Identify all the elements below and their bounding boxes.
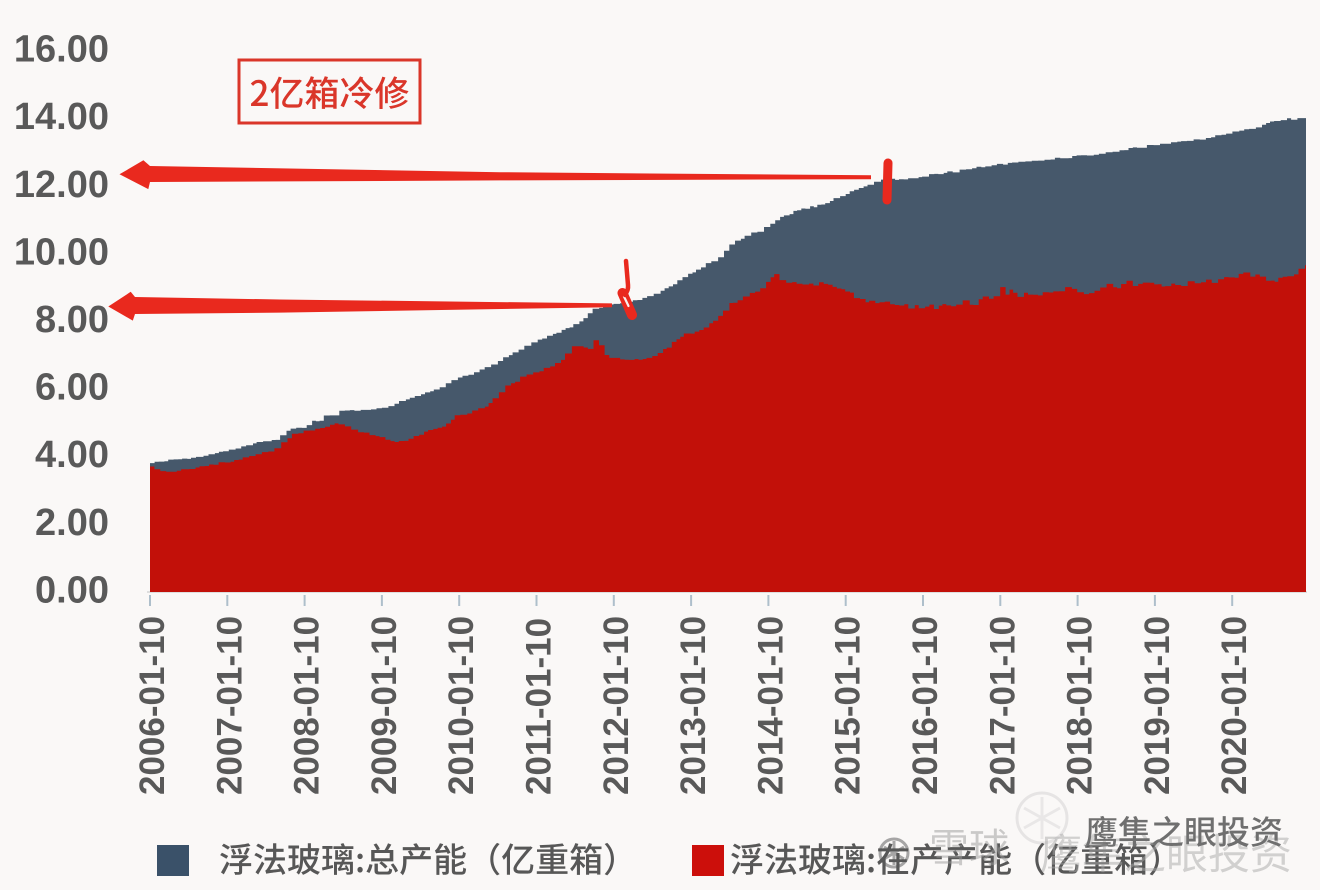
svg-text:2020-01-10: 2020-01-10 — [1215, 616, 1254, 795]
svg-text:0.00: 0.00 — [35, 570, 109, 612]
svg-text:14.00: 14.00 — [14, 96, 109, 138]
svg-text:2014-01-10: 2014-01-10 — [751, 616, 790, 795]
svg-text:4.00: 4.00 — [35, 434, 109, 476]
svg-text:8.00: 8.00 — [35, 299, 109, 341]
svg-text:2006-01-10: 2006-01-10 — [133, 616, 172, 795]
svg-text:10.00: 10.00 — [14, 231, 109, 273]
svg-text:2018-01-10: 2018-01-10 — [1061, 616, 1100, 795]
svg-text:2012-01-10: 2012-01-10 — [597, 616, 636, 795]
svg-text:2017-01-10: 2017-01-10 — [983, 616, 1022, 795]
svg-text:2015-01-10: 2015-01-10 — [829, 616, 868, 795]
svg-text:2019-01-10: 2019-01-10 — [1138, 616, 1177, 795]
svg-text:2.00: 2.00 — [35, 502, 109, 544]
svg-text:2011-01-10: 2011-01-10 — [520, 618, 559, 795]
svg-text:12.00: 12.00 — [14, 164, 109, 206]
svg-text:2007-01-10: 2007-01-10 — [210, 616, 249, 795]
svg-text:2008-01-10: 2008-01-10 — [288, 616, 327, 795]
svg-text:6.00: 6.00 — [35, 367, 109, 409]
svg-text:2009-01-10: 2009-01-10 — [365, 616, 404, 795]
svg-text:2010-01-10: 2010-01-10 — [442, 616, 481, 795]
svg-text:16.00: 16.00 — [14, 29, 109, 71]
svg-text:2016-01-10: 2016-01-10 — [906, 616, 945, 795]
svg-text:2013-01-10: 2013-01-10 — [674, 616, 713, 795]
